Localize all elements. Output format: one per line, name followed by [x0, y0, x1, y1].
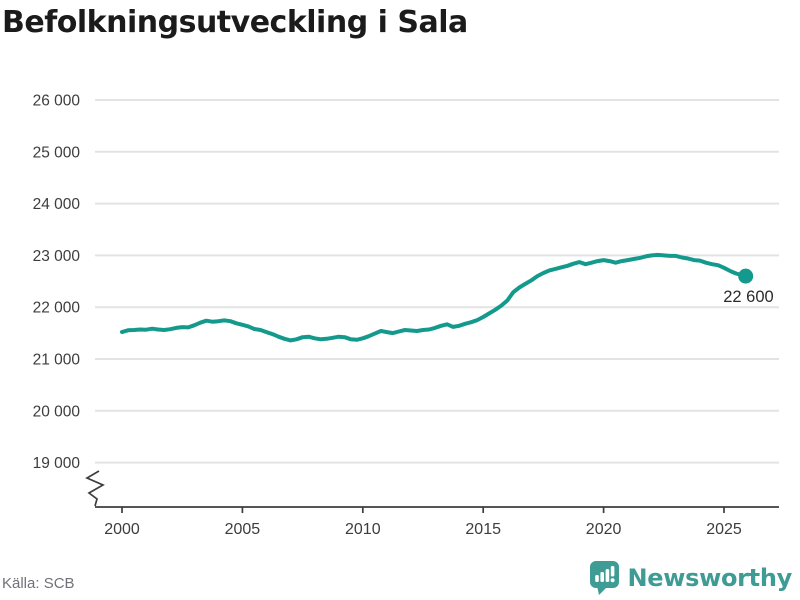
x-tick-label: 2020 [586, 521, 622, 538]
line-chart: 26 000 25 000 24 000 23 000 22 000 21 000 20 0… [33, 93, 779, 538]
y-tick-label: 26 000 [33, 93, 81, 110]
y-tick-label: 23 000 [33, 248, 81, 265]
gridlines [95, 99, 779, 464]
y-axis-labels: 26 000 25 000 24 000 23 000 22 000 21 000 20 0… [33, 93, 81, 473]
x-tick-label: 2005 [225, 521, 261, 538]
axis-break-icon [85, 470, 105, 507]
y-tick-label: 20 000 [33, 403, 81, 420]
x-tick-label: 2015 [465, 521, 501, 538]
y-tick-label: 25 000 [33, 144, 81, 161]
end-point-dot [738, 268, 754, 284]
end-value-label: 22 600 [723, 288, 773, 306]
newsworthy-icon [590, 561, 620, 595]
population-line [120, 252, 748, 343]
y-tick-label: 22 000 [33, 300, 81, 317]
y-tick-label: 21 000 [33, 352, 81, 369]
x-tick-label: 2025 [706, 521, 742, 538]
x-tick-label: 2010 [345, 521, 381, 538]
source-caption: Källa: SCB [2, 575, 75, 592]
x-axis [95, 506, 779, 513]
newsworthy-wordmark: Newsworthy [627, 563, 792, 592]
x-tick-label: 2000 [104, 521, 140, 538]
x-axis-labels: 2000 2005 2010 2015 2020 2025 [104, 521, 742, 538]
y-tick-label: 19 000 [33, 455, 81, 472]
newsworthy-logo[interactable]: Newsworthy [589, 560, 792, 595]
y-tick-label: 24 000 [33, 196, 81, 213]
chart-title: Befolkningsutveckling i Sala [2, 5, 468, 40]
